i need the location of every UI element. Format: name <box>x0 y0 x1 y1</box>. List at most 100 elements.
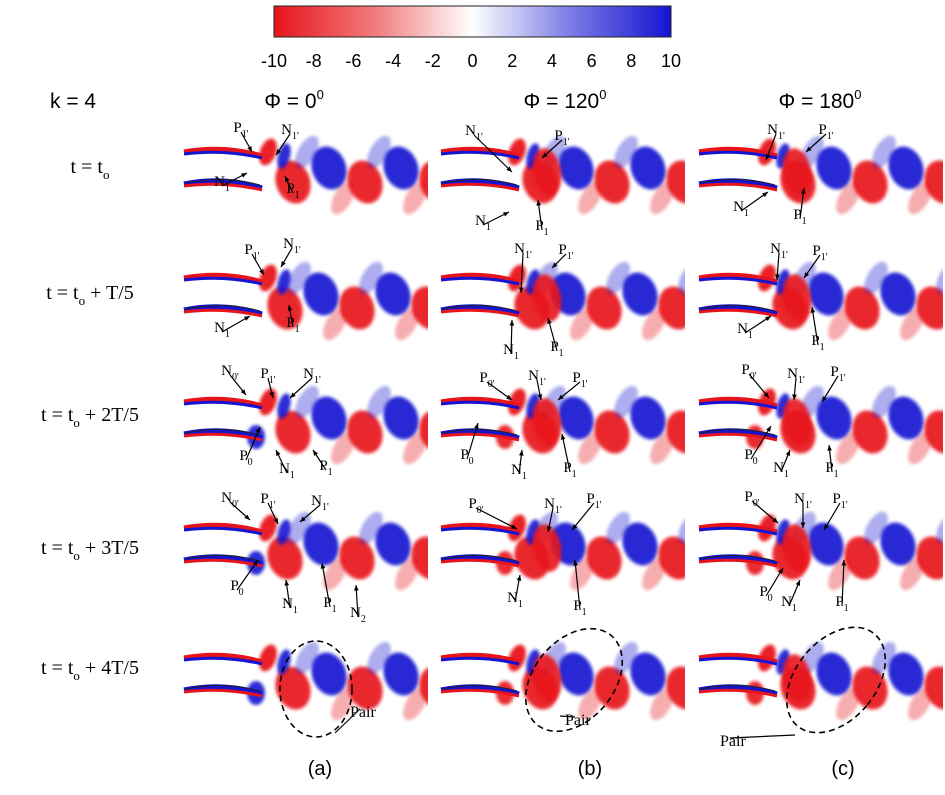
vortex-annotation: P1' <box>244 242 265 276</box>
vortex-annotation: P0' <box>744 489 779 524</box>
upper-airfoil-edge <box>440 400 520 410</box>
vortex-label: P1 <box>319 458 332 478</box>
lower-airfoil-edge <box>698 688 778 698</box>
vortex-label: N1 <box>475 213 491 233</box>
vortex-annotation: N1' <box>299 493 329 523</box>
vortex-label: P1 <box>825 460 838 480</box>
vortex-label: P1' <box>572 370 587 390</box>
pair-ellipse <box>524 627 624 733</box>
vorticity-panel <box>178 362 428 482</box>
vortex-label: N1 <box>282 596 298 616</box>
vortex-label: P1 <box>550 339 563 359</box>
colorbar-tick-label: 8 <box>626 51 636 71</box>
vortex-label: P0' <box>479 370 494 390</box>
negative-vortex-blob <box>303 272 339 316</box>
vortex-label: P1' <box>586 491 601 511</box>
positive-vortex-blob <box>916 536 943 580</box>
panel-label: (c) <box>831 758 854 780</box>
colorbar-tick-label: 10 <box>661 51 681 71</box>
vortex-label: P1 <box>811 333 824 353</box>
vortex-annotation: N1' <box>465 123 513 173</box>
vorticity-panel <box>178 238 428 358</box>
vortex-annotation: N1' <box>289 366 321 399</box>
vortex-annotation: N1' <box>544 496 562 533</box>
positive-vortex-blob <box>782 148 812 196</box>
vortex-label: N1 <box>214 174 230 194</box>
upper-airfoil <box>698 396 778 409</box>
vortex-annotation: N1 <box>503 319 519 362</box>
lower-airfoil-edge <box>183 688 263 698</box>
vortex-annotation: P0 <box>744 425 772 467</box>
lower-airfoil <box>698 684 778 697</box>
negative-vortex-blob <box>808 522 844 566</box>
vortex-label: N1 <box>214 320 230 340</box>
vortex-label: P1' <box>818 122 833 142</box>
vortex-annotation: N1' <box>770 241 788 281</box>
vortex-label: N1' <box>787 366 805 386</box>
vortex-label: P0' <box>468 496 483 516</box>
vorticity-panel <box>435 618 685 738</box>
vorticity-panel <box>435 488 685 608</box>
upper-airfoil-edge <box>183 150 263 160</box>
vortex-annotation: P1 <box>312 449 333 478</box>
vortex-annotation: P0 <box>759 567 784 604</box>
vorticity-panel <box>435 112 685 232</box>
vortex-annotation: N1' <box>275 122 299 156</box>
row-time-label: t = to + T/5 <box>46 282 134 308</box>
vortex-label: P1' <box>832 491 847 511</box>
airfoil-outline <box>185 554 261 562</box>
vortex-label: P1 <box>563 460 576 480</box>
positive-vortex-blob <box>828 557 852 591</box>
panel-label: (b) <box>578 758 602 780</box>
positive-vortex-blob <box>532 148 562 196</box>
upper-airfoil <box>183 146 263 159</box>
colorbar-gradient <box>273 5 672 38</box>
vortex-label: N1' <box>281 122 299 142</box>
positive-vortex-blob <box>275 160 311 204</box>
negative-vortex-blob <box>383 652 419 696</box>
positive-vortex-blob <box>347 410 383 454</box>
vortex-annotation: N1' <box>280 236 301 268</box>
vortex-pair-annotation: Pair <box>279 640 376 738</box>
vortex-label: P0 <box>230 578 243 598</box>
vorticity-panel <box>693 362 943 482</box>
positive-vortex-blob <box>828 307 852 341</box>
vortex-label: N0' <box>221 490 239 510</box>
vorticity-panel <box>693 618 943 738</box>
vortex-annotation: P1 <box>793 187 807 227</box>
positive-vortex-blob <box>323 557 347 591</box>
positive-vortex-blob <box>403 687 427 721</box>
negative-vortex-blob <box>311 146 347 190</box>
negative-vortex-blob <box>383 146 419 190</box>
airfoil-outline <box>442 178 518 186</box>
vortex-label: P1' <box>260 366 275 386</box>
vortex-annotation: N1 <box>282 579 298 616</box>
negative-vortex-blob <box>606 511 630 545</box>
vortex-annotation: P0 <box>230 559 259 598</box>
negative-vortex-blob <box>359 511 383 545</box>
negative-vortex-blob <box>303 522 339 566</box>
vorticity-panel <box>693 488 943 608</box>
positive-vortex-blob <box>594 666 630 710</box>
vortex-label: P1' <box>233 120 248 140</box>
positive-vortex-blob <box>323 307 347 341</box>
colorbar-tick-label: 0 <box>467 51 477 71</box>
vortex-annotation: N1' <box>514 241 532 294</box>
row-time-label: t = to + 3T/5 <box>41 537 139 563</box>
vortex-annotation: N1 <box>781 579 801 614</box>
vortex-annotation: P1' <box>551 242 574 269</box>
vortex-label: N1 <box>773 460 789 480</box>
vortex-label: P1' <box>558 242 573 262</box>
upper-airfoil-edge <box>183 276 263 286</box>
pair-label: Pair <box>565 712 591 729</box>
upper-airfoil <box>440 146 520 159</box>
positive-vortex-blob <box>411 536 428 580</box>
vortex-annotation: P1 <box>286 304 300 335</box>
airfoil-outline <box>185 304 261 312</box>
positive-vortex-blob <box>508 514 526 542</box>
positive-vortex-blob <box>411 286 428 330</box>
upper-airfoil-edge <box>183 526 263 536</box>
colorbar-tick-label: -10 <box>261 51 287 71</box>
vorticity-panel <box>178 488 428 608</box>
